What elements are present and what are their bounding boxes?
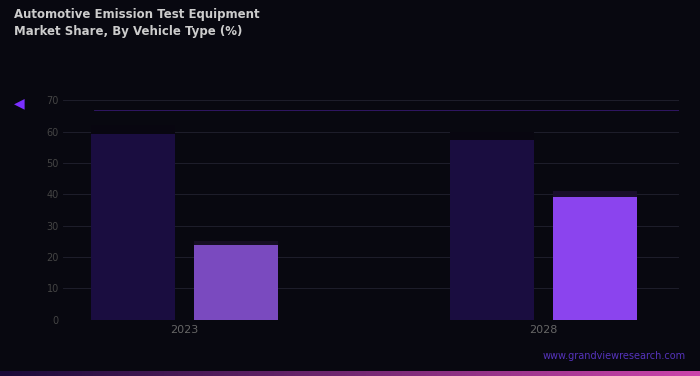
Bar bbox=[91, 125, 175, 320]
Text: www.grandviewresearch.com: www.grandviewresearch.com bbox=[543, 351, 686, 361]
Bar bbox=[450, 132, 534, 140]
Bar bbox=[553, 191, 637, 320]
Text: ◀: ◀ bbox=[14, 96, 24, 110]
Bar bbox=[194, 241, 278, 320]
Text: Automotive Emission Test Equipment
Market Share, By Vehicle Type (%): Automotive Emission Test Equipment Marke… bbox=[14, 8, 260, 38]
Bar bbox=[450, 132, 534, 320]
Bar bbox=[553, 191, 637, 197]
Bar bbox=[194, 241, 278, 245]
Bar bbox=[91, 125, 175, 134]
